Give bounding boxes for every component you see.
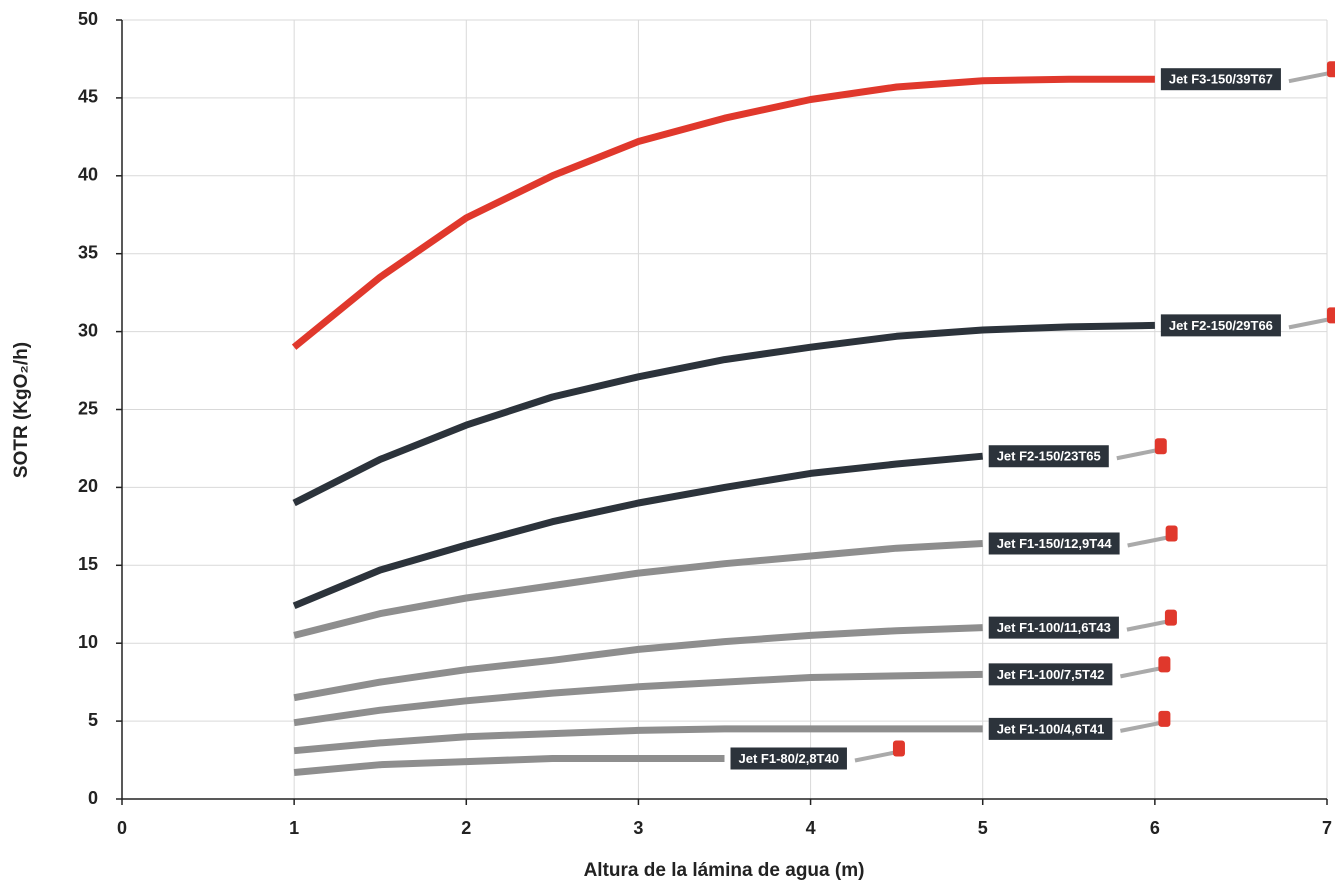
y-tick-label: 10: [78, 632, 98, 652]
series-label: Jet F1-100/7,5T42: [988, 656, 1171, 686]
x-tick-label: 1: [289, 818, 299, 838]
series-label: Jet F1-100/4,6T41: [988, 710, 1171, 740]
pump-pipe: [1288, 71, 1330, 84]
x-tick-label: 2: [461, 818, 471, 838]
y-tick-label: 0: [88, 788, 98, 808]
pump-body: [1158, 710, 1171, 727]
pump-body: [1154, 438, 1167, 455]
pump-body: [892, 740, 905, 757]
series-line: [293, 725, 983, 755]
pump-pipe: [1120, 720, 1161, 733]
label-box: [988, 717, 1113, 740]
label-box: [988, 663, 1113, 686]
x-tick-label: 5: [978, 818, 988, 838]
y-tick-label: 40: [78, 165, 98, 185]
pump-pipe: [1120, 666, 1161, 679]
label-box: [730, 747, 847, 770]
pump-pipe: [1126, 619, 1168, 632]
y-tick-label: 20: [78, 476, 98, 496]
series-line: [292, 452, 984, 610]
pump-pipe: [854, 750, 896, 763]
series-label: Jet F3-150/39T67: [1160, 61, 1335, 91]
label-box: [988, 532, 1120, 555]
legend-label: Jet F1-80/2,8T40: [739, 751, 839, 766]
label-box: [1160, 68, 1281, 91]
pump-body: [1326, 61, 1335, 78]
x-tick-label: 0: [117, 818, 127, 838]
legend-label: Jet F2-150/29T66: [1169, 318, 1273, 333]
y-tick-label: 25: [78, 398, 98, 418]
pump-body: [1164, 609, 1177, 626]
y-tick-label: 30: [78, 320, 98, 340]
legend-label: Jet F1-150/12,9T44: [997, 536, 1113, 551]
series-line: [293, 755, 725, 776]
series-label: Jet F2-150/29T66: [1160, 307, 1335, 337]
legend-label: Jet F2-150/23T65: [997, 449, 1101, 464]
label-box: [988, 616, 1119, 639]
y-tick-label: 50: [78, 9, 98, 29]
legend-label: Jet F3-150/39T67: [1169, 72, 1273, 87]
y-tick-label: 5: [88, 710, 98, 730]
x-tick-label: 4: [806, 818, 816, 838]
pump-body: [1326, 307, 1335, 324]
pump-pipe: [1127, 535, 1169, 548]
series-line: [293, 624, 983, 702]
y-tick-label: 35: [78, 242, 98, 262]
pump-body: [1165, 525, 1178, 542]
series-label: Jet F1-80/2,8T40: [730, 740, 905, 770]
series-label: Jet F1-100/11,6T43: [988, 609, 1177, 639]
y-tick-label: 15: [78, 554, 98, 574]
pump-pipe: [1288, 317, 1330, 330]
series-line: [293, 540, 983, 639]
label-box: [988, 445, 1109, 468]
series-label: Jet F2-150/23T65: [988, 438, 1167, 468]
y-axis-title: SOTR (KgO₂/h): [11, 342, 32, 478]
legend-label: Jet F1-100/7,5T42: [997, 667, 1105, 682]
pump-body: [1158, 656, 1171, 673]
legend-label: Jet F1-100/11,6T43: [997, 620, 1111, 635]
y-tick-label: 45: [78, 87, 98, 107]
label-box: [1160, 314, 1281, 337]
x-tick-label: 7: [1322, 818, 1332, 838]
series-line: [293, 670, 983, 727]
series-line: [292, 321, 1155, 507]
series-line: [291, 75, 1155, 350]
x-axis-title: Altura de la lámina de agua (m): [584, 860, 865, 881]
pump-pipe: [1116, 448, 1158, 461]
x-tick-label: 3: [633, 818, 643, 838]
series-label: Jet F1-150/12,9T44: [988, 525, 1178, 555]
x-tick-label: 6: [1150, 818, 1160, 838]
legend-label: Jet F1-100/4,6T41: [997, 721, 1105, 736]
